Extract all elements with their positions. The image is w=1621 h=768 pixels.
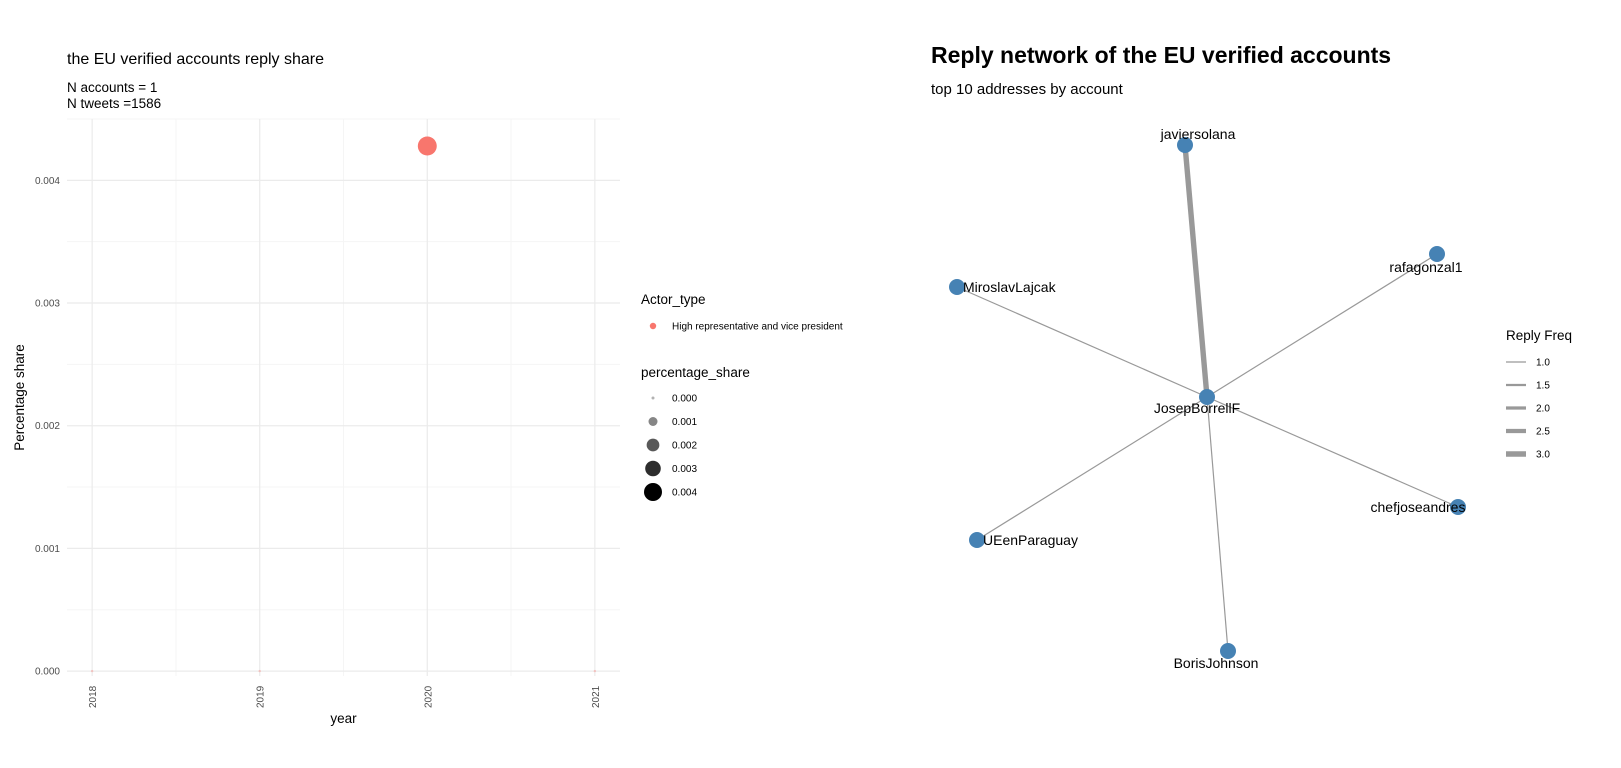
network-node-label: JosepBorrellF bbox=[1154, 400, 1240, 416]
network-edge bbox=[976, 396, 1208, 541]
legend-size-key bbox=[644, 483, 662, 501]
network-node-label: javiersolana bbox=[1160, 126, 1236, 142]
x-tick-label: 2021 bbox=[591, 685, 602, 708]
x-tick-label: 2018 bbox=[88, 685, 99, 708]
scatter-title: the EU verified accounts reply share bbox=[67, 51, 325, 68]
network-edge bbox=[1206, 253, 1438, 398]
legend-color-title: Actor_type bbox=[641, 292, 706, 307]
data-point bbox=[417, 136, 437, 156]
network-legend-label: 1.0 bbox=[1536, 358, 1550, 369]
network-edge bbox=[1206, 396, 1229, 652]
x-axis-title: year bbox=[330, 711, 357, 726]
legend-size-title: percentage_share bbox=[641, 365, 750, 380]
network-node bbox=[1177, 137, 1193, 153]
scatter-subtitle-tweets: N tweets =1586 bbox=[67, 96, 162, 111]
data-point bbox=[258, 669, 261, 673]
network-subtitle: top 10 addresses by account bbox=[931, 81, 1123, 98]
network-node bbox=[1429, 246, 1445, 262]
scatter-subtitle-accounts: N accounts = 1 bbox=[67, 80, 158, 95]
x-tick-label: 2020 bbox=[423, 685, 434, 708]
network-legend-label: 3.0 bbox=[1536, 450, 1550, 461]
network-legend-label: 1.5 bbox=[1536, 381, 1550, 392]
network-edge bbox=[1182, 144, 1210, 398]
legend-size-label: 0.001 bbox=[672, 417, 697, 428]
y-tick-label: 0.001 bbox=[35, 544, 60, 555]
x-tick-label: 2019 bbox=[256, 685, 267, 708]
network-legend-label: 2.0 bbox=[1536, 404, 1550, 415]
y-tick-label: 0.004 bbox=[35, 176, 60, 187]
y-axis-title: Percentage share bbox=[12, 344, 27, 451]
network-legend-title: Reply Freq bbox=[1506, 328, 1572, 343]
legend-size-key bbox=[646, 438, 660, 452]
data-point bbox=[90, 669, 94, 673]
legend-color-key bbox=[649, 322, 657, 330]
network-node-label: rafagonzal1 bbox=[1389, 259, 1462, 275]
network-node-label: chefjoseandres bbox=[1371, 499, 1466, 515]
network-node-label: BorisJohnson bbox=[1174, 655, 1259, 671]
network-node bbox=[1450, 499, 1466, 515]
y-tick-label: 0.000 bbox=[35, 667, 60, 678]
network-node bbox=[949, 279, 965, 295]
network-title: Reply network of the EU verified account… bbox=[931, 42, 1392, 68]
legend-size-key bbox=[645, 460, 661, 477]
network-edge bbox=[956, 286, 1208, 398]
legend-size-label: 0.002 bbox=[672, 441, 697, 452]
network-node bbox=[1199, 389, 1215, 405]
y-tick-label: 0.003 bbox=[35, 299, 60, 310]
legend-color-label: High representative and vice president bbox=[672, 322, 843, 333]
network-node bbox=[1220, 643, 1236, 659]
legend-size-key bbox=[651, 396, 655, 400]
legend-size-label: 0.003 bbox=[672, 464, 697, 475]
data-point bbox=[593, 669, 597, 673]
legend-size-key bbox=[648, 417, 658, 426]
network-node bbox=[969, 532, 985, 548]
network-node-label: UEenParaguay bbox=[983, 532, 1078, 548]
y-tick-label: 0.002 bbox=[35, 421, 60, 432]
legend-size-label: 0.000 bbox=[672, 394, 697, 405]
network-edge bbox=[1206, 396, 1459, 508]
network-node-label: MiroslavLajcak bbox=[963, 279, 1057, 295]
network-legend-label: 2.5 bbox=[1536, 427, 1550, 438]
legend-size-label: 0.004 bbox=[672, 488, 697, 499]
